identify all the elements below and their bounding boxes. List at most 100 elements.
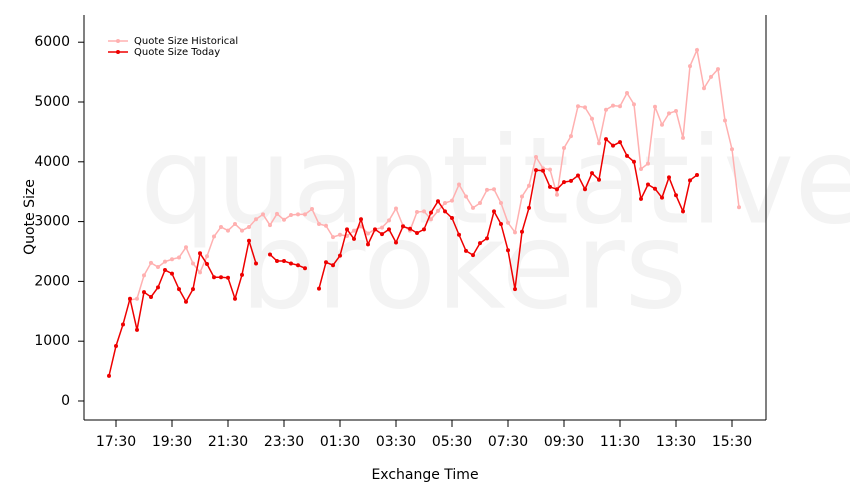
point	[142, 273, 146, 278]
point	[625, 91, 629, 96]
point	[275, 211, 279, 216]
point	[597, 177, 601, 182]
x-tick-label: 01:30	[320, 434, 360, 450]
point	[198, 251, 202, 256]
point	[184, 245, 188, 250]
point	[422, 227, 426, 232]
point	[499, 201, 503, 206]
point	[485, 187, 489, 192]
point	[317, 221, 321, 226]
point	[681, 135, 685, 140]
point	[205, 262, 209, 267]
point	[338, 253, 342, 258]
point	[646, 182, 650, 187]
point	[352, 228, 356, 233]
point	[324, 223, 328, 228]
point	[443, 209, 447, 214]
point	[695, 172, 699, 177]
point	[331, 235, 335, 240]
point	[527, 205, 531, 210]
point	[303, 212, 307, 217]
point	[387, 218, 391, 223]
point	[296, 263, 300, 268]
series-line	[129, 47, 740, 301]
point	[324, 260, 328, 265]
point	[338, 232, 342, 237]
legend-marker	[116, 39, 120, 43]
point	[520, 194, 524, 199]
point	[611, 103, 615, 108]
point	[618, 140, 622, 145]
legend-label: Quote Size Historical	[134, 36, 238, 47]
point	[464, 248, 468, 253]
x-tick-label: 21:30	[208, 434, 248, 450]
y-tick-label: 5000	[34, 94, 70, 110]
point	[240, 228, 244, 233]
y-tick-label: 3000	[34, 214, 70, 230]
point	[562, 146, 566, 151]
point	[590, 171, 594, 176]
point	[618, 104, 622, 109]
point	[387, 227, 391, 232]
point	[632, 102, 636, 107]
series-line	[108, 240, 257, 377]
point	[401, 224, 405, 229]
point	[464, 194, 468, 199]
point	[156, 265, 160, 270]
point	[443, 201, 447, 206]
point	[632, 159, 636, 164]
point	[394, 206, 398, 211]
point	[450, 198, 454, 203]
point	[737, 205, 741, 210]
point	[576, 173, 580, 178]
point	[282, 217, 286, 222]
point	[520, 229, 524, 234]
point	[583, 105, 587, 110]
point	[674, 108, 678, 113]
point	[436, 208, 440, 213]
point	[436, 199, 440, 204]
point	[254, 217, 258, 222]
point	[114, 343, 118, 348]
point	[688, 64, 692, 69]
point	[107, 373, 111, 378]
y-tick-label: 2000	[34, 273, 70, 289]
point	[212, 275, 216, 280]
x-tick-label: 15:30	[712, 434, 752, 450]
point	[674, 193, 678, 198]
point	[219, 224, 223, 229]
point	[149, 260, 153, 265]
y-tick-label: 4000	[34, 154, 70, 170]
point	[149, 294, 153, 299]
point	[366, 231, 370, 236]
point	[303, 266, 307, 271]
point	[170, 271, 174, 276]
point	[310, 207, 314, 212]
point	[569, 178, 573, 183]
point	[653, 186, 657, 191]
point	[268, 252, 272, 257]
point	[359, 217, 363, 222]
watermark: brokers	[240, 198, 687, 337]
point	[646, 161, 650, 166]
point	[702, 86, 706, 91]
point	[282, 259, 286, 264]
point	[226, 228, 230, 233]
point	[135, 327, 139, 332]
legend-label: Quote Size Today	[134, 47, 220, 58]
point	[639, 166, 643, 171]
point	[205, 254, 209, 259]
point	[457, 182, 461, 187]
point	[513, 287, 517, 292]
point	[597, 141, 601, 146]
point	[639, 196, 643, 201]
point	[667, 175, 671, 180]
point	[478, 241, 482, 246]
point	[590, 116, 594, 121]
point	[660, 195, 664, 200]
point	[170, 257, 174, 262]
x-tick-label: 11:30	[600, 434, 640, 450]
point	[289, 213, 293, 218]
point	[177, 255, 181, 260]
